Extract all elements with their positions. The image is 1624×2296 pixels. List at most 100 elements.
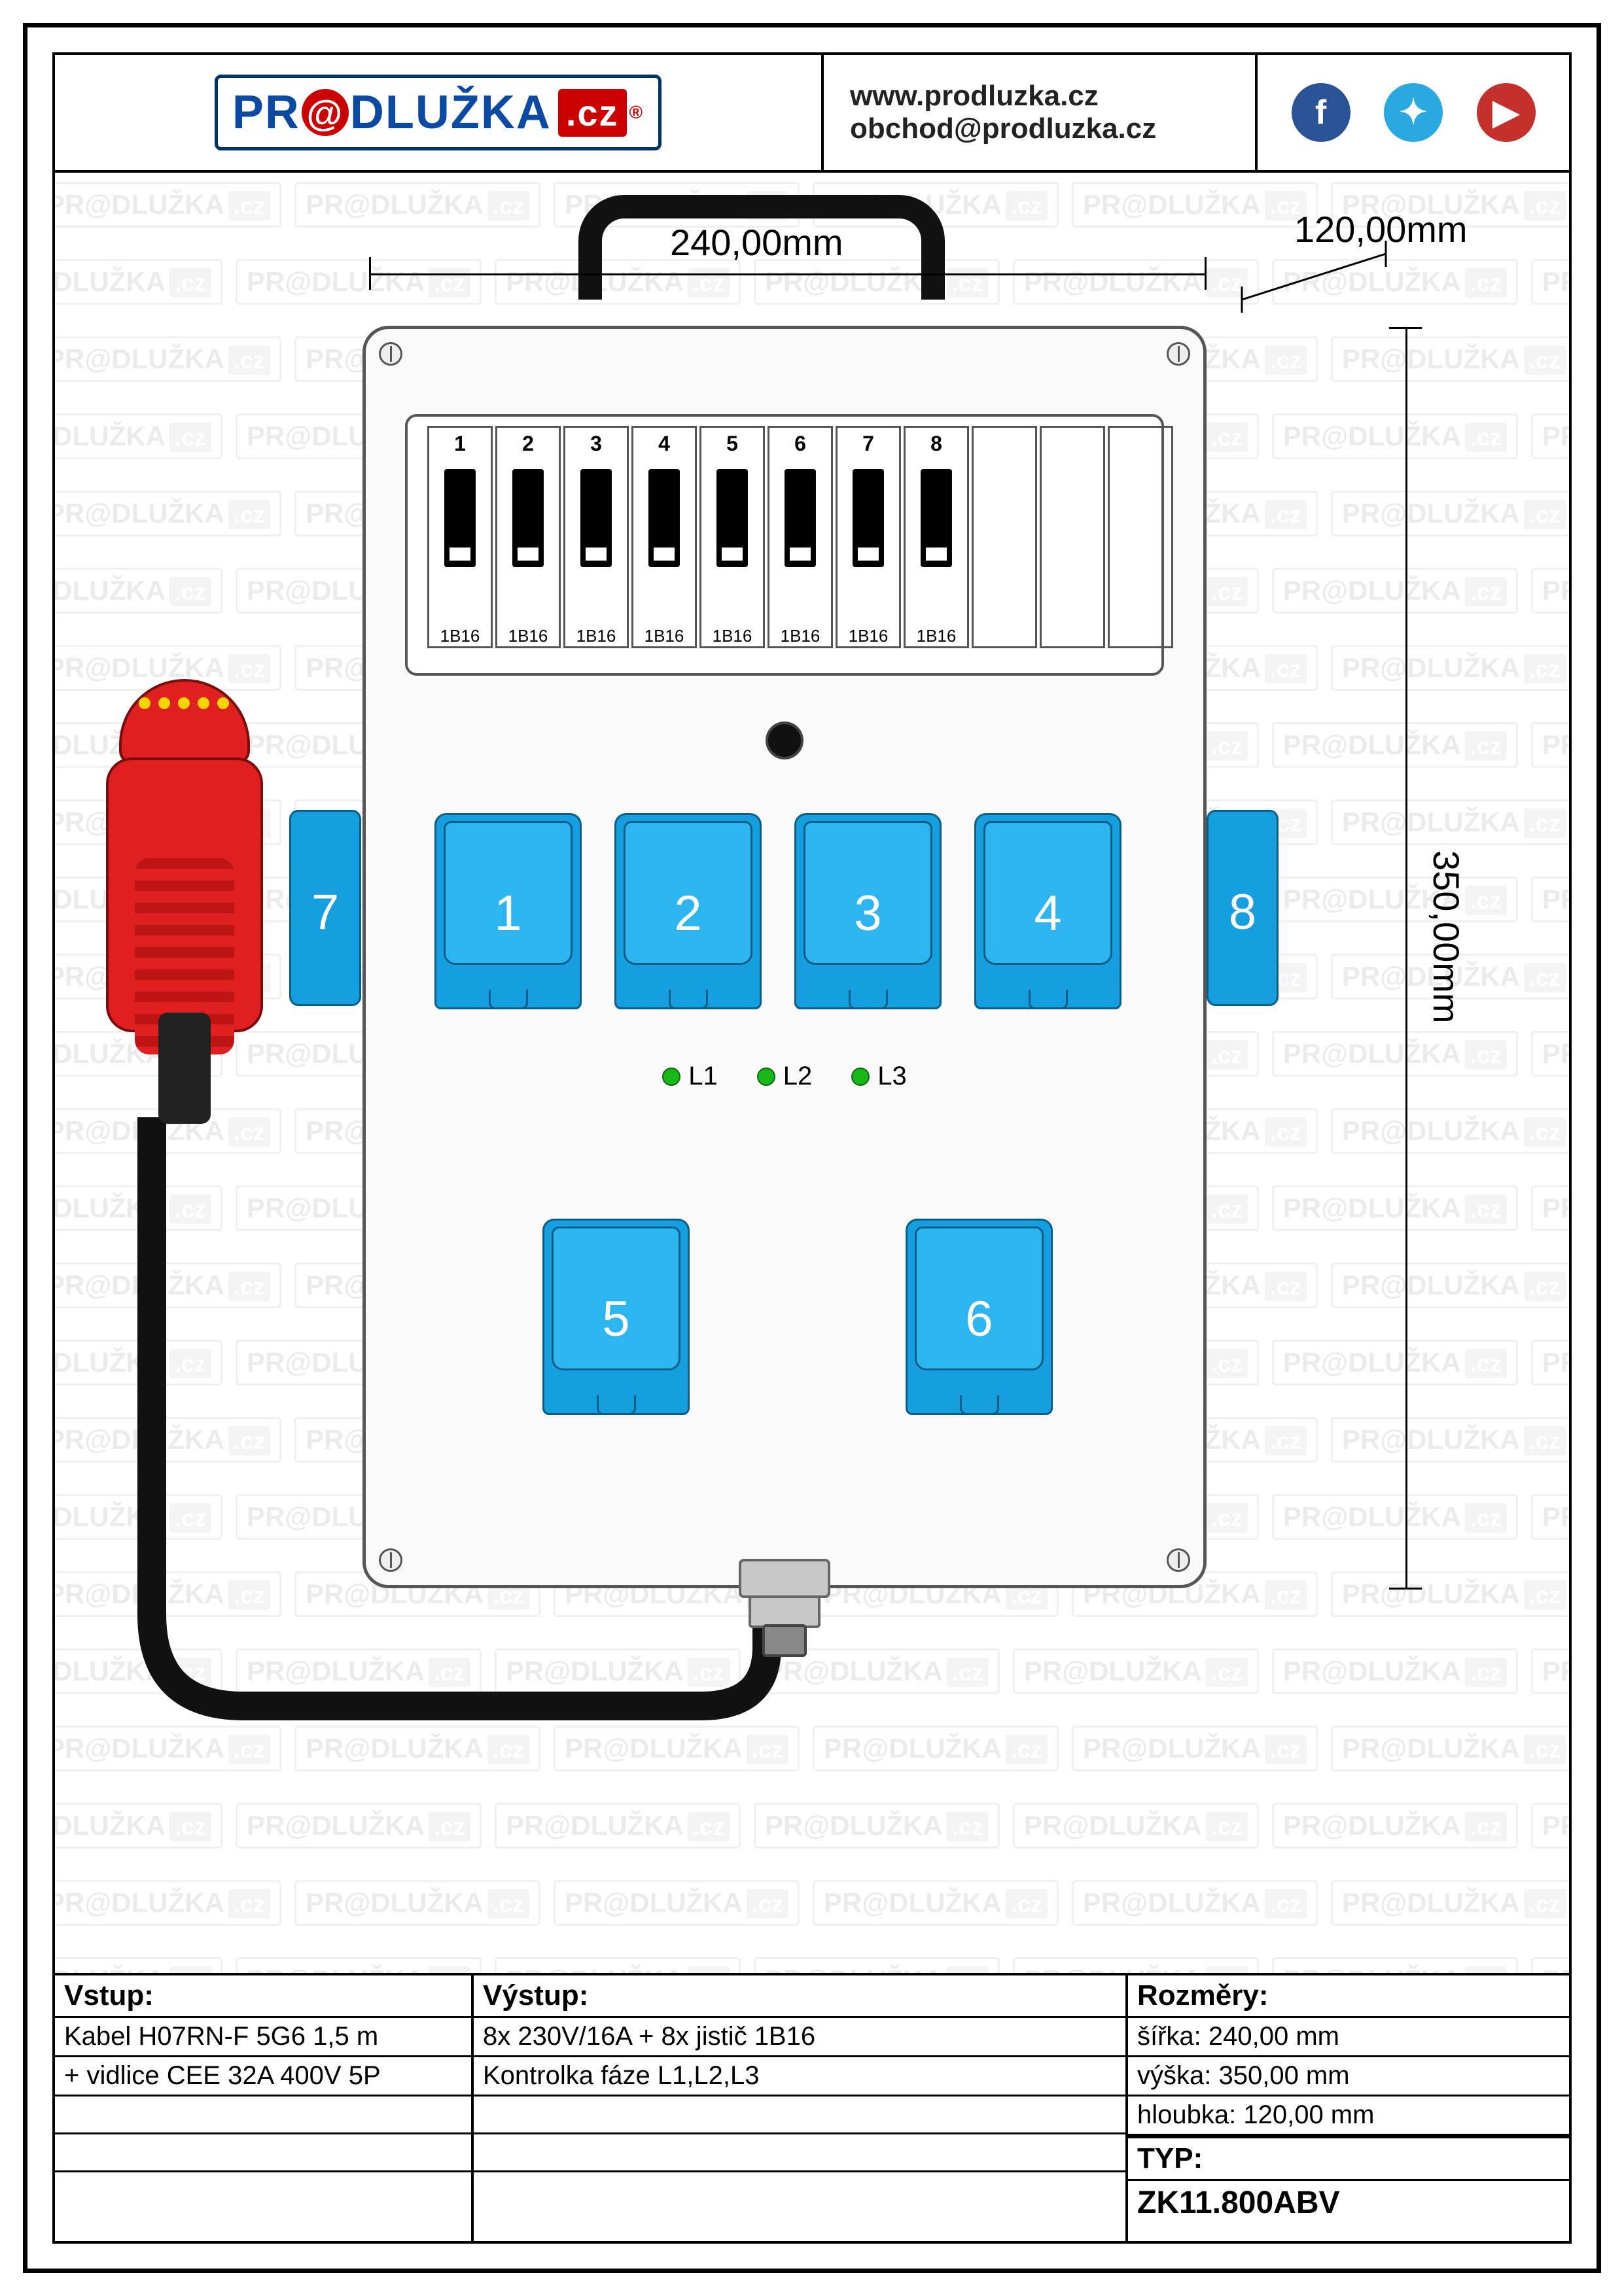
enclosure: 11B1621B1631B1641B1651B1661B1671B1681B16… <box>362 326 1207 1588</box>
empty-slot <box>972 426 1037 648</box>
plug-head <box>119 679 250 764</box>
breaker-toggle-icon <box>853 469 884 567</box>
breaker-toggle-icon <box>444 469 476 567</box>
socket-label: 4 <box>974 885 1121 942</box>
typ-head: TYP: <box>1128 2138 1569 2181</box>
socket-label: 8 <box>1209 884 1277 941</box>
vystup-row: Kontrolka fáze L1,L2,L3 <box>474 2057 1125 2096</box>
breaker-number: 8 <box>930 432 942 456</box>
cable-gland <box>726 1559 843 1657</box>
breaker-rating: 1B16 <box>849 626 889 646</box>
breakers-row: 11B1621B1631B1641B1651B1661B1671B1681B16 <box>427 426 1173 648</box>
breaker-1: 1 1B16 <box>427 426 493 648</box>
vstup-head: Vstup: <box>55 1975 471 2018</box>
facebook-icon: f <box>1292 83 1350 142</box>
registered-icon: ® <box>629 102 644 123</box>
breaker-rating: 1B16 <box>576 626 616 646</box>
socket-label: 5 <box>542 1291 690 1348</box>
led-dot-icon <box>851 1068 870 1086</box>
led-l1: L1 <box>662 1062 718 1091</box>
col-vystup: Výstup: 8x 230V/16A + 8x jistič 1B16 Kon… <box>474 1975 1128 2241</box>
screw-icon <box>1167 1548 1190 1572</box>
breaker-6: 61B16 <box>768 426 833 648</box>
rozmery-row: hloubka: 120,00 mm <box>1128 2096 1569 2136</box>
dimension-height-label: 350,00mm <box>1425 850 1468 1024</box>
phase-leds: L1 L2 L3 <box>366 1062 1203 1091</box>
led-label: L1 <box>688 1062 718 1091</box>
center-knob-icon <box>766 722 803 759</box>
logo: PR @ DLUŽKA .cz ® <box>215 75 662 150</box>
breaker-toggle-icon <box>716 469 748 567</box>
email-text: obchod@prodluzka.cz <box>850 113 1255 145</box>
socket-8: 8 <box>1207 810 1279 1006</box>
socket-2: 2 <box>614 813 762 1009</box>
socket-4: 4 <box>974 813 1121 1009</box>
led-dot-icon <box>662 1068 680 1086</box>
breaker-rating: 1B16 <box>508 626 548 646</box>
logo-cz: .cz <box>558 89 627 137</box>
socket-7: 7 <box>289 810 361 1006</box>
breaker-8: 81B16 <box>904 426 969 648</box>
breaker-5: 51B16 <box>699 426 765 648</box>
empty-row <box>55 2134 471 2172</box>
breaker-number: 7 <box>862 432 874 456</box>
socket-6: 6 <box>906 1219 1053 1415</box>
rozmery-head: Rozměry: <box>1128 1975 1569 2018</box>
socket-3: 3 <box>794 813 942 1009</box>
logo-text-dluzka: DLUŽKA <box>350 86 552 139</box>
breaker-number: 1 <box>454 432 466 456</box>
cee-plug <box>93 679 276 1124</box>
header: PR @ DLUŽKA .cz ® www.prodluzka.cz obcho… <box>55 55 1569 173</box>
plug-body <box>106 757 263 1032</box>
col-vstup: Vstup: Kabel H07RN-F 5G6 1,5 m + vidlice… <box>55 1975 474 2241</box>
breaker-rating: 1B16 <box>644 626 684 646</box>
empty-slot <box>1040 426 1105 648</box>
dimension-depth: 120,00mm <box>1235 241 1419 322</box>
col-rozmery: Rozměry: šířka: 240,00 mm výška: 350,00 … <box>1128 1975 1569 2241</box>
logo-text-pr: PR <box>232 86 300 139</box>
plug-cable-entry <box>158 1013 211 1124</box>
led-l3: L3 <box>851 1062 907 1091</box>
socket-label: 3 <box>794 885 942 942</box>
led-l2: L2 <box>757 1062 813 1091</box>
breaker-rating: 1B16 <box>781 626 821 646</box>
breaker-4: 41B16 <box>631 426 697 648</box>
dimension-depth-label: 120,00mm <box>1294 208 1468 251</box>
contact-cell: www.prodluzka.cz obchod@prodluzka.cz <box>824 55 1255 170</box>
socket-label: 2 <box>614 885 762 942</box>
diagram-area: PR@DLUŽKA.czPR@DLUŽKA.czPR@DLUŽKA.czPR@D… <box>55 175 1569 1973</box>
breaker-2: 2 1B16 <box>495 426 561 648</box>
breaker-rating: 1B16 <box>440 626 480 646</box>
breaker-number: 2 <box>522 432 534 456</box>
vstup-row: + vidlice CEE 32A 400V 5P <box>55 2057 471 2096</box>
breaker-panel: 11B1621B1631B1641B1651B1661B1671B1681B16 <box>405 414 1164 676</box>
empty-row <box>474 2172 1125 2241</box>
plug-pins <box>139 697 229 709</box>
twitter-icon: ✦ <box>1384 83 1443 142</box>
empty-row <box>474 2096 1125 2134</box>
empty-row <box>55 2172 471 2241</box>
socket-row-bottom: 56 <box>542 1219 1053 1415</box>
breaker-3: 3 1B16 <box>563 426 629 648</box>
breaker-number: 5 <box>726 432 738 456</box>
led-dot-icon <box>757 1068 775 1086</box>
rozmery-row: šířka: 240,00 mm <box>1128 2018 1569 2057</box>
breaker-7: 7 1B16 <box>836 426 901 648</box>
empty-row <box>55 2096 471 2134</box>
breaker-toggle-icon <box>648 469 680 567</box>
breaker-toggle-icon <box>512 469 544 567</box>
screw-icon <box>379 1548 402 1572</box>
led-label: L2 <box>783 1062 813 1091</box>
youtube-icon: ▶ <box>1477 83 1536 142</box>
spec-table: Vstup: Kabel H07RN-F 5G6 1,5 m + vidlice… <box>55 1973 1569 2241</box>
screw-icon <box>379 342 402 366</box>
socket-label: 7 <box>291 884 359 941</box>
dimension-width-label: 240,00mm <box>670 221 843 264</box>
breaker-toggle-icon <box>921 469 952 567</box>
empty-slot <box>1108 426 1173 648</box>
vystup-head: Výstup: <box>474 1975 1125 2018</box>
url-text: www.prodluzka.cz <box>850 80 1255 113</box>
empty-row <box>474 2134 1125 2172</box>
socket-row-top: 1234 <box>434 813 1121 1009</box>
breaker-number: 3 <box>590 432 602 456</box>
